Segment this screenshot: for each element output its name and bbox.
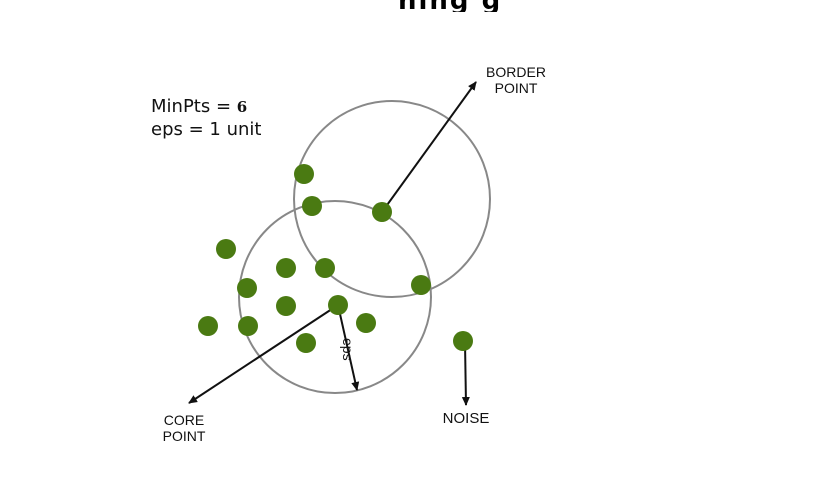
core-point-label: CORE POINT — [148, 412, 220, 444]
data-point — [276, 258, 296, 278]
data-point — [216, 239, 236, 259]
cropped-heading: ning g — [0, 0, 822, 12]
data-point — [315, 258, 335, 278]
minpts-parameter: MinPts = 6 — [151, 96, 247, 117]
eps-parameter: eps = 1 unit — [151, 119, 262, 140]
minpts-value: 6 — [236, 98, 248, 116]
core-point-neighbourhood-circle — [238, 200, 432, 394]
noise-point — [453, 331, 473, 351]
noise-arrow — [461, 341, 470, 406]
data-point — [276, 296, 296, 316]
data-points — [198, 164, 473, 353]
noise-label: NOISE — [442, 410, 490, 427]
core-point — [328, 295, 348, 315]
eps-radius-label: eps — [340, 338, 356, 361]
data-point — [411, 275, 431, 295]
data-point — [294, 164, 314, 184]
core-point-arrow — [188, 304, 339, 404]
cropped-heading-text: ning g — [398, 0, 502, 12]
border-point — [372, 202, 392, 222]
data-point — [237, 278, 257, 298]
eps-radius-arrow — [337, 304, 360, 391]
border-point-label: BORDER POINT — [475, 64, 557, 96]
core-point-label-line2: POINT — [162, 428, 206, 444]
data-point — [302, 196, 322, 216]
border-point-label-line1: BORDER — [486, 64, 546, 80]
border-point-neighbourhood-circle — [293, 100, 491, 298]
data-point — [296, 333, 316, 353]
data-point — [198, 316, 218, 336]
data-point — [238, 316, 258, 336]
core-point-label-line1: CORE — [163, 412, 205, 428]
data-point — [356, 313, 376, 333]
minpts-label: MinPts = — [151, 96, 232, 117]
border-point-label-line2: POINT — [494, 80, 538, 96]
border-point-arrow — [381, 81, 477, 213]
